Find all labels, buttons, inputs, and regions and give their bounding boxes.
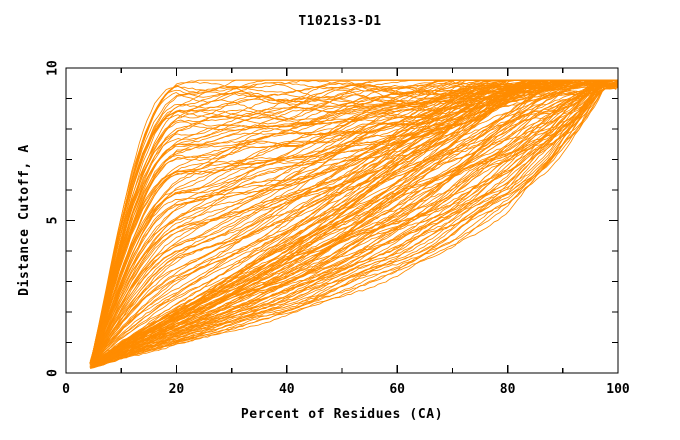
data-curve [94,79,619,366]
data-curve [90,79,619,363]
data-curve [90,79,619,369]
data-curve [95,79,619,343]
data-curve [91,79,619,358]
data-curve [94,79,619,364]
data-curve [93,79,619,351]
data-curve [94,79,619,352]
data-curve [93,79,619,366]
data-curve [91,79,619,364]
data-curve [92,79,619,353]
data-curve [92,79,619,364]
data-curve [89,79,619,362]
data-curve [89,79,619,365]
data-curve [94,79,619,355]
x-tick-label-80: 80 [500,382,516,397]
data-curve [91,79,619,369]
data-curve [92,79,619,352]
y-tick-label-5: 5 [46,217,61,225]
y-tick-label-10: 10 [46,60,61,76]
y-axis-label: Distance Cutoff, A [17,144,32,296]
data-curve [90,79,619,363]
data-curve [90,79,619,369]
x-tick-label-40: 40 [279,382,295,397]
data-curve [96,79,619,345]
x-tick-label-20: 20 [169,382,185,397]
data-curve [95,79,619,341]
axis-tick-labels: 0 20 40 60 80 100 0 5 10 [46,60,630,397]
axis-ticks [65,67,619,374]
data-curve [94,79,619,364]
data-curve [93,79,619,352]
data-curve [95,79,619,345]
data-curve [92,79,619,356]
data-curve [92,79,619,359]
x-tick-label-60: 60 [389,382,405,397]
data-curve [94,79,619,354]
data-curve [91,79,619,369]
y-tick-label-0: 0 [46,369,61,377]
page-title: T1021s3-D1 [298,14,382,29]
data-curve [91,79,619,367]
data-curve [94,79,619,345]
data-curve [93,79,619,364]
x-tick-label-100: 100 [606,382,630,397]
data-series-layer [89,79,619,369]
data-curve [95,79,619,351]
data-curve [92,79,619,354]
data-curve [90,79,619,368]
data-curve [90,79,619,363]
data-curve [94,79,619,363]
x-axis-label: Percent of Residues (CA) [241,407,443,422]
x-tick-label-0: 0 [62,382,70,397]
data-curve [96,79,619,341]
